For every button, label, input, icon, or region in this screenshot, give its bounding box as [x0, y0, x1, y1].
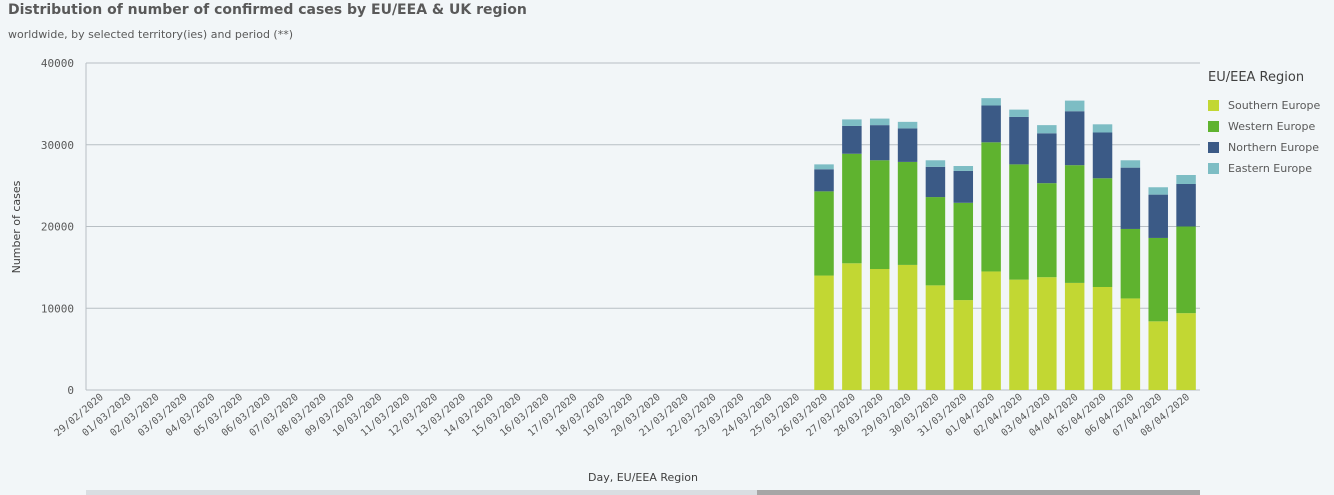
y-axis-title: Number of cases: [10, 180, 23, 273]
y-tick-label: 40000: [41, 57, 74, 70]
bar-segment[interactable]: [925, 197, 946, 286]
bar-segment[interactable]: [1120, 298, 1141, 390]
bar-segment[interactable]: [1009, 164, 1029, 280]
bar-segment[interactable]: [897, 264, 918, 390]
legend-swatch: [1208, 142, 1219, 153]
bar-segment[interactable]: [1176, 313, 1196, 390]
legend-label: Western Europe: [1228, 120, 1316, 133]
bar-segment[interactable]: [814, 169, 834, 192]
bar-segment[interactable]: [814, 191, 834, 276]
chart-subtitle: worldwide, by selected territory(ies) an…: [8, 28, 294, 41]
bar-segment[interactable]: [842, 263, 862, 390]
bar-segment[interactable]: [1009, 116, 1029, 165]
bar-segment[interactable]: [842, 125, 862, 154]
bar-segment[interactable]: [897, 121, 918, 129]
bar-segment[interactable]: [981, 105, 1001, 143]
chart-title: Distribution of number of confirmed case…: [8, 2, 527, 18]
x-axis-title: Day, EU/EEA Region: [588, 471, 698, 484]
bar-segment[interactable]: [1037, 125, 1057, 134]
legend-item-western-europe[interactable]: Western Europe: [1208, 116, 1332, 137]
bar-segment[interactable]: [842, 153, 862, 264]
legend-item-eastern-europe[interactable]: Eastern Europe: [1208, 158, 1332, 179]
bar-segment[interactable]: [1064, 111, 1085, 166]
bar-segment[interactable]: [925, 160, 946, 167]
y-tick-label: 30000: [41, 139, 74, 152]
legend-item-southern-europe[interactable]: Southern Europe: [1208, 95, 1332, 116]
legend-item-northern-europe[interactable]: Northern Europe: [1208, 137, 1332, 158]
legend-label: Northern Europe: [1228, 141, 1320, 154]
horizontal-scrollbar-thumb[interactable]: [757, 490, 1200, 495]
bar-segment[interactable]: [1037, 133, 1057, 184]
x-tick-label: 08/04/2020: [1139, 392, 1192, 439]
legend-swatch: [1208, 100, 1219, 111]
bar-segment[interactable]: [814, 275, 834, 390]
bar-segment[interactable]: [869, 160, 890, 270]
bar-segment[interactable]: [981, 271, 1001, 390]
legend-label: Eastern Europe: [1228, 162, 1312, 175]
bar-segment[interactable]: [1064, 282, 1085, 390]
bar-segment[interactable]: [1120, 167, 1141, 229]
legend-swatch: [1208, 121, 1219, 132]
y-tick-label: 0: [67, 384, 74, 397]
bar-segment[interactable]: [1148, 194, 1168, 238]
bar-segment[interactable]: [925, 166, 946, 198]
bar-segment[interactable]: [981, 142, 1001, 272]
bar-segment[interactable]: [1120, 160, 1141, 168]
bar-segment[interactable]: [1148, 187, 1168, 195]
bar-segment[interactable]: [1037, 183, 1057, 278]
bar-segment[interactable]: [1148, 321, 1168, 390]
y-tick-label: 10000: [41, 302, 74, 315]
bar-segment[interactable]: [953, 166, 974, 171]
bar-segment[interactable]: [1009, 279, 1029, 390]
bar-segment[interactable]: [869, 118, 890, 126]
bar-segment[interactable]: [1092, 286, 1113, 390]
legend: EU/EEA Region Southern Europe Western Eu…: [1208, 70, 1332, 179]
bar-segment[interactable]: [869, 125, 890, 161]
bar-segment[interactable]: [1092, 132, 1113, 179]
bar-segment[interactable]: [1092, 124, 1113, 133]
bar-segment[interactable]: [1176, 226, 1196, 314]
bar-segment[interactable]: [1037, 277, 1057, 390]
bar-segment[interactable]: [842, 119, 862, 126]
bar-segment[interactable]: [1092, 178, 1113, 287]
bar-segment[interactable]: [1064, 165, 1085, 283]
bar-segment[interactable]: [1120, 228, 1141, 299]
legend-swatch: [1208, 163, 1219, 174]
bar-segment[interactable]: [1009, 109, 1029, 117]
bar-segment[interactable]: [1064, 100, 1085, 112]
bar-segment[interactable]: [897, 128, 918, 162]
bar-segment[interactable]: [869, 269, 890, 390]
bar-segment[interactable]: [925, 285, 946, 390]
bar-segment[interactable]: [1148, 237, 1168, 322]
bar-segment[interactable]: [814, 164, 834, 170]
bar-segment[interactable]: [1176, 174, 1196, 184]
legend-title: EU/EEA Region: [1208, 70, 1305, 85]
legend-label: Southern Europe: [1228, 99, 1321, 112]
bar-segment[interactable]: [953, 202, 974, 301]
bar-segment[interactable]: [1176, 183, 1196, 227]
bar-segment[interactable]: [953, 300, 974, 390]
y-tick-label: 20000: [41, 221, 74, 234]
bar-segment[interactable]: [953, 170, 974, 203]
horizontal-scrollbar-track[interactable]: [86, 490, 1200, 495]
bar-segment[interactable]: [897, 161, 918, 265]
bar-segment[interactable]: [981, 98, 1001, 106]
